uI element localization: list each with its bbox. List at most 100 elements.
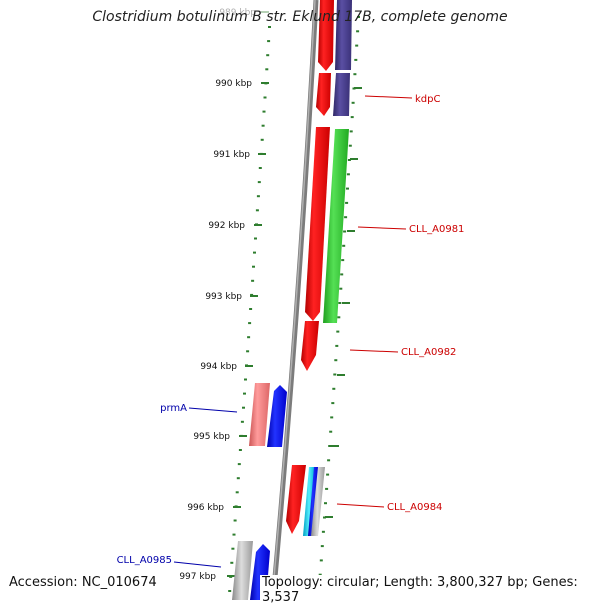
prma-gene-feature[interactable] bbox=[267, 385, 287, 447]
svg-text:991 kbp: 991 kbp bbox=[213, 150, 250, 160]
pink-gene-feature[interactable] bbox=[249, 383, 270, 446]
tick-996kbp: 996 kbp bbox=[187, 503, 241, 513]
genome-backbone bbox=[270, 0, 319, 600]
tick-993kbp: 993 kbp bbox=[205, 292, 258, 302]
purple-gene-feature[interactable] bbox=[335, 0, 352, 70]
svg-text:993 kbp: 993 kbp bbox=[205, 292, 242, 302]
outer-minor-tick bbox=[323, 516, 326, 519]
cll-a0984-red-feature[interactable] bbox=[286, 465, 306, 534]
svg-text:997 kbp: 997 kbp bbox=[179, 572, 216, 582]
outer-minor-tick bbox=[353, 73, 357, 76]
minor-tick bbox=[268, 26, 271, 28]
minor-tick bbox=[253, 251, 256, 254]
tick-995kbp: 995 kbp bbox=[193, 432, 247, 442]
minor-tick bbox=[262, 110, 266, 113]
minor-tick bbox=[255, 209, 259, 212]
minor-tick bbox=[232, 533, 236, 536]
cyan-gene-feature[interactable] bbox=[303, 467, 315, 536]
minor-tick bbox=[266, 54, 270, 57]
minor-tick bbox=[254, 237, 257, 240]
minor-tick bbox=[256, 195, 260, 198]
outer-minor-tick bbox=[334, 359, 338, 362]
outer-minor-tick bbox=[330, 416, 334, 419]
cll-a0985-grey-feature[interactable] bbox=[232, 541, 253, 600]
cll-a0982-gene-feature[interactable] bbox=[301, 321, 319, 371]
gene-label-cll-a0984[interactable]: CLL_A0984 bbox=[336, 502, 442, 513]
outer-minor-tick bbox=[327, 459, 331, 462]
outer-minor-tick bbox=[329, 430, 333, 433]
minor-tick bbox=[240, 420, 244, 423]
gene-label-cll-a0981[interactable]: CLL_A0981 bbox=[357, 224, 464, 235]
minor-tick bbox=[263, 96, 267, 99]
outer-minor-tick bbox=[335, 344, 339, 347]
outer-minor-tick bbox=[319, 559, 323, 562]
minor-tick bbox=[233, 519, 237, 522]
outer-minor-tick bbox=[320, 545, 324, 548]
minor-tick bbox=[249, 308, 253, 310]
outer-minor-tick bbox=[350, 116, 354, 119]
tick-997kbp: 997 kbp bbox=[179, 572, 235, 582]
cll-a0981-green-feature[interactable] bbox=[323, 129, 349, 323]
outer-minor-tick bbox=[351, 101, 355, 104]
svg-text:989 kbp: 989 kbp bbox=[219, 8, 256, 18]
minor-tick bbox=[231, 547, 235, 550]
svg-text:996 kbp: 996 kbp bbox=[187, 503, 224, 513]
outer-minor-tick bbox=[354, 58, 358, 61]
gene-label-cll-a0982[interactable]: CLL_A0982 bbox=[349, 347, 456, 358]
gene-label-kdpc[interactable]: kdpC bbox=[364, 94, 440, 105]
minor-tick bbox=[251, 279, 255, 282]
minor-tick bbox=[265, 68, 269, 71]
outer-minor-tick bbox=[356, 30, 360, 33]
svg-text:kdpC: kdpC bbox=[415, 94, 440, 105]
minor-tick bbox=[252, 265, 255, 268]
svg-text:prmA: prmA bbox=[160, 403, 187, 414]
svg-text:CLL_A0981: CLL_A0981 bbox=[409, 224, 464, 235]
outer-minor-tick bbox=[348, 144, 352, 147]
map-title: Clostridium botulinum B str. Eklund 17B,… bbox=[92, 9, 508, 25]
outer-minor-tick bbox=[339, 287, 343, 290]
svg-text:CLL_A0982: CLL_A0982 bbox=[401, 347, 456, 358]
tick-994kbp: 994 kbp bbox=[200, 362, 253, 372]
gene-label-prma[interactable]: prmA bbox=[160, 403, 238, 414]
outer-minor-tick bbox=[346, 187, 349, 190]
purple-gene-feature-2[interactable] bbox=[333, 73, 350, 116]
red-gene-feature[interactable] bbox=[318, 0, 334, 71]
genome-summary-text: Topology: circular; Length: 3,800,327 bp… bbox=[260, 575, 600, 605]
outer-minor-tick bbox=[328, 445, 332, 447]
minor-tick bbox=[246, 350, 250, 353]
tick-991kbp: 991 kbp bbox=[213, 150, 266, 160]
kdpc-gene-feature[interactable] bbox=[316, 73, 331, 116]
svg-text:CLL_A0985: CLL_A0985 bbox=[117, 555, 172, 566]
minor-tick bbox=[244, 378, 247, 381]
gene-label-cll-a0985[interactable]: CLL_A0985 bbox=[117, 555, 222, 568]
minor-tick bbox=[247, 336, 251, 339]
minor-tick bbox=[228, 590, 232, 592]
outer-minor-tick bbox=[357, 16, 360, 18]
outer-minor-tick bbox=[341, 259, 345, 262]
outer-minor-tick bbox=[349, 130, 353, 133]
outer-minor-tick bbox=[324, 502, 327, 505]
grey-gene-feature-small[interactable] bbox=[311, 467, 325, 536]
minor-tick bbox=[248, 322, 252, 325]
outer-minor-tick bbox=[346, 173, 350, 176]
outer-minor-tick bbox=[336, 330, 340, 333]
cll-a0981-red-feature[interactable] bbox=[305, 127, 330, 321]
minor-tick bbox=[257, 181, 261, 184]
tick-990kbp: 990 kbp bbox=[215, 79, 269, 89]
svg-text:990 kbp: 990 kbp bbox=[215, 79, 252, 89]
outer-minor-tick bbox=[343, 230, 347, 233]
svg-text:CLL_A0984: CLL_A0984 bbox=[387, 502, 442, 513]
minor-tick-marks bbox=[228, 26, 271, 592]
outer-minor-tick bbox=[337, 316, 341, 319]
minor-tick bbox=[236, 477, 240, 480]
svg-text:995 kbp: 995 kbp bbox=[193, 432, 230, 442]
minor-tick bbox=[243, 392, 246, 395]
outer-minor-tick bbox=[355, 44, 359, 47]
svg-text:992 kbp: 992 kbp bbox=[208, 221, 245, 231]
minor-tick bbox=[250, 293, 254, 296]
outer-minor-tick bbox=[342, 244, 346, 247]
outer-minor-tick bbox=[326, 473, 330, 476]
svg-text:994 kbp: 994 kbp bbox=[200, 362, 237, 372]
outer-minor-tick bbox=[318, 573, 322, 576]
